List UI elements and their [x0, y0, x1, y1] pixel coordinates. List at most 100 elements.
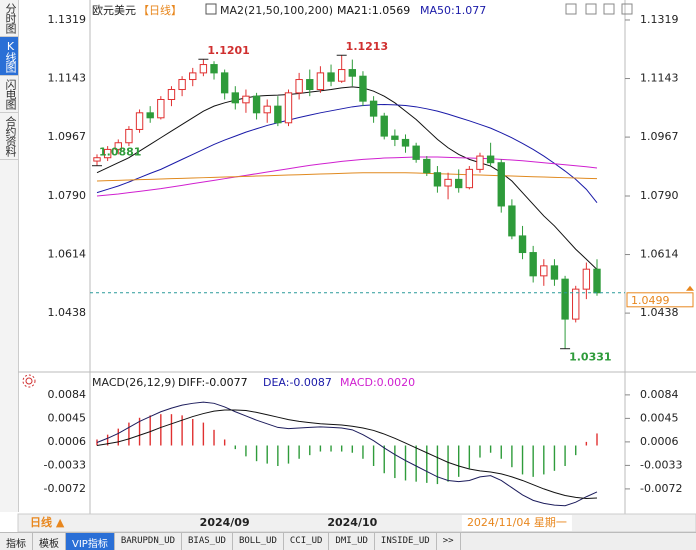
date-highlight [461, 515, 572, 531]
tab[interactable]: INSIDE_UD [375, 533, 437, 550]
extreme-label: 1.0881 [99, 146, 141, 159]
chart: 欧元美元 【日线】 MA2(21,50,100,200) MACD(26,12,… [17, 0, 696, 532]
y-tick-label: -0.0033 [44, 458, 86, 471]
candle-body [295, 79, 303, 94]
tab[interactable]: BIAS_UD [182, 533, 233, 550]
price-arrow [686, 285, 694, 291]
tab[interactable]: BARUPDN_UD [115, 533, 183, 550]
x-tick-label: 2024/10 [327, 516, 377, 529]
side-tab[interactable]: 合约资料 [0, 113, 18, 160]
sidebar: 分时图 K线图 闪电图 合约资料 [0, 0, 19, 512]
y-tick-label: 1.1143 [48, 72, 87, 85]
candle-body [274, 105, 282, 124]
tab[interactable]: BOLL_UD [233, 533, 284, 550]
icon[interactable] [621, 3, 633, 15]
chart-title: 欧元美元 [92, 4, 136, 17]
y-tick-label: 1.0790 [48, 189, 87, 202]
candle-body [369, 100, 378, 117]
candle-body [306, 79, 314, 91]
candle-body [401, 138, 410, 147]
checkbox[interactable] [205, 3, 217, 15]
candle-body [582, 268, 591, 290]
tab-bar: 指标 模板 VIP指标 BARUPDN_UD BIAS_UD BOLL_UD C… [0, 532, 696, 550]
candle-body [455, 178, 463, 189]
tab[interactable]: 模板 [33, 533, 66, 550]
y-tick-label: -0.0072 [640, 482, 682, 495]
ma-line [96, 401, 598, 507]
y-tick-label: 1.0967 [48, 130, 87, 143]
y-tick-label: 1.0967 [640, 130, 679, 143]
icon[interactable] [603, 3, 615, 15]
legend-entry: DIFF:-0.0077 [178, 376, 248, 389]
extreme-label: 1.1213 [346, 40, 388, 53]
y-tick-label: 1.1143 [640, 72, 679, 85]
period-label[interactable]: 日线 ▲ [30, 515, 65, 529]
candle-body [220, 72, 229, 94]
candle-body [359, 75, 367, 102]
candle-body [210, 64, 218, 74]
candle-body [433, 172, 442, 187]
price-label: 1.0499 [631, 294, 670, 307]
y-tick-label: 1.0614 [640, 248, 679, 261]
y-tick-label: 0.0006 [48, 435, 87, 448]
y-tick-label: 1.0438 [48, 306, 87, 319]
icon[interactable] [565, 3, 577, 15]
tab[interactable]: DMI_UD [329, 533, 375, 550]
candle-body [189, 72, 197, 81]
candle-body [199, 64, 208, 74]
candle-body [476, 155, 484, 170]
candle-body [518, 235, 527, 254]
y-tick-label: 1.0438 [640, 306, 679, 319]
candle-body [391, 135, 399, 140]
y-tick-label: 1.0614 [48, 248, 87, 261]
y-tick-label: 1.1319 [48, 13, 87, 26]
candle-body [529, 252, 537, 277]
candle-body [337, 69, 346, 82]
settings-icon[interactable] [22, 374, 36, 388]
toolbar-icons [565, 3, 633, 15]
y-tick-label: 0.0045 [640, 411, 679, 424]
icon[interactable] [585, 3, 597, 15]
candle-body [146, 112, 154, 119]
candle-body [114, 142, 122, 150]
tab[interactable]: CCI_UD [284, 533, 330, 550]
tab[interactable]: >> [437, 533, 461, 550]
y-tick-label: 0.0084 [48, 388, 87, 401]
chart-subtitle: 【日线】 [138, 3, 182, 17]
side-tab[interactable]: K线图 [0, 37, 18, 76]
ma-line [96, 156, 598, 197]
candle-body [348, 69, 357, 77]
candle-body [167, 89, 176, 100]
candle-body [497, 162, 505, 207]
ma-line [96, 409, 598, 500]
candle-body [125, 128, 133, 144]
candle-body [93, 157, 101, 162]
candle-body [540, 265, 548, 277]
y-tick-label: 1.0790 [640, 189, 679, 202]
tab[interactable]: VIP指标 [66, 533, 115, 550]
candle-body [380, 115, 388, 137]
candle-body [178, 79, 186, 91]
y-tick-label: -0.0033 [640, 458, 682, 471]
y-tick-label: 0.0006 [640, 435, 679, 448]
candle-body [242, 95, 250, 104]
price-box [626, 292, 694, 308]
candle-body [444, 178, 452, 187]
legend-title: MA2(21,50,100,200) [220, 4, 333, 17]
legend-entry: MA21:1.0569 [337, 4, 410, 17]
x-tick-label: 2024/11/04 星期一 [467, 516, 567, 529]
x-tick-label: 2024/09 [200, 516, 250, 529]
candle-body [316, 72, 325, 91]
tab[interactable]: 指标 [0, 533, 33, 550]
side-tab[interactable]: 闪电图 [0, 76, 18, 113]
candle-body [593, 268, 601, 294]
y-tick-label: 0.0045 [48, 411, 87, 424]
candle-body [135, 112, 144, 130]
candle-body [252, 95, 261, 114]
candle-body [572, 288, 580, 320]
extreme-label: 1.1201 [207, 44, 249, 57]
candle-body [486, 155, 495, 164]
side-tab[interactable]: 分时图 [0, 0, 18, 37]
candle-body [327, 72, 335, 82]
candle-body [423, 158, 431, 174]
